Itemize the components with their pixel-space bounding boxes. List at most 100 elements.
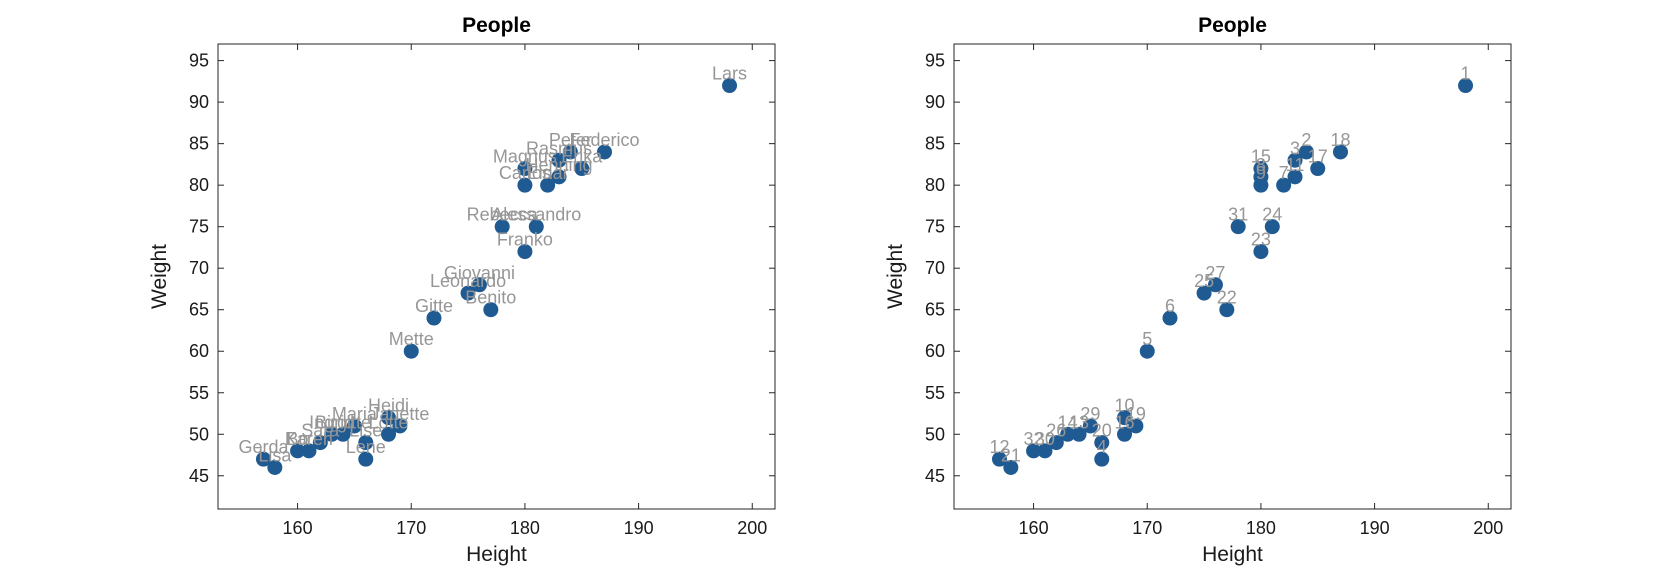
- right-x-tick-label: 200: [1473, 518, 1503, 538]
- left-data-point: [426, 310, 442, 326]
- right-data-point: [1253, 244, 1269, 260]
- right-data-point: [1207, 277, 1223, 293]
- left-y-tick-label: 70: [189, 258, 209, 278]
- left-data-point: [324, 426, 340, 442]
- left-point-label: Giovanni: [444, 263, 515, 283]
- left-data-point: [255, 451, 271, 467]
- left-data-point: [562, 144, 578, 160]
- left-point-label: Bo: [287, 429, 309, 449]
- left-y-tick-label: 95: [189, 51, 209, 71]
- left-y-tick-label: 45: [189, 466, 209, 486]
- right-point-label: 6: [1165, 296, 1175, 316]
- left-plot-area: [217, 43, 776, 510]
- right-y-tick-label: 50: [925, 424, 945, 444]
- right-point-label: 16: [1114, 412, 1134, 432]
- left-data-point: [540, 177, 556, 193]
- left-data-point: [551, 152, 567, 168]
- right-x-tick-label: 180: [1246, 518, 1276, 538]
- left-point-label: Rebecca: [467, 205, 539, 225]
- right-data-point: [991, 451, 1007, 467]
- right-data-point: [1037, 443, 1053, 459]
- left-data-point: [596, 144, 612, 160]
- right-point-label: 19: [1126, 404, 1146, 424]
- right-point-label: 26: [1046, 421, 1066, 441]
- left-x-axis-label: Height: [466, 543, 527, 566]
- right-point-label: 30: [1035, 429, 1055, 449]
- right-y-tick-label: 70: [925, 258, 945, 278]
- left-point-label: Carlos: [499, 163, 551, 183]
- right-data-point: [1264, 219, 1280, 235]
- right-x-tick-label: 160: [1019, 518, 1049, 538]
- left-data-point: [312, 435, 328, 451]
- right-y-tick-label: 45: [925, 466, 945, 486]
- left-data-point: [528, 219, 544, 235]
- right-point-label: 14: [1058, 412, 1078, 432]
- left-point-label: Benito: [465, 288, 516, 308]
- right-point-label: 9: [1256, 163, 1266, 183]
- left-point-label: Lotte: [368, 412, 408, 432]
- left-point-label: Karen: [285, 429, 333, 449]
- right-point-label: 2: [1301, 130, 1311, 150]
- right-point-label: 11: [1286, 155, 1305, 175]
- left-chart-title: People: [462, 14, 531, 37]
- left-x-tick-label: 180: [510, 518, 540, 538]
- right-point-label: 17: [1308, 147, 1328, 167]
- right-data-point: [1332, 144, 1348, 160]
- right-y-tick-label: 80: [925, 175, 945, 195]
- left-point-label: Gerda: [238, 437, 289, 457]
- left-point-label: Janette: [370, 404, 429, 424]
- right-data-point: [1117, 410, 1133, 426]
- right-y-tick-label: 60: [925, 341, 945, 361]
- right-y-tick-label: 95: [925, 51, 945, 71]
- right-data-point: [1128, 418, 1144, 434]
- right-data-point: [1094, 451, 1110, 467]
- right-plot-area: [953, 43, 1512, 510]
- right-point-label: 13: [1069, 412, 1089, 432]
- left-data-point: [403, 343, 419, 359]
- left-y-axis-label: Weight: [148, 244, 171, 309]
- right-y-tick-label: 65: [925, 300, 945, 320]
- right-data-point: [1310, 161, 1326, 177]
- left-data-point: [471, 277, 487, 293]
- right-point-label: 4: [1097, 437, 1107, 457]
- left-data-point: [381, 410, 397, 426]
- right-point-label: 12: [989, 437, 1009, 457]
- right-y-tick-label: 75: [925, 217, 945, 237]
- left-data-point: [392, 418, 408, 434]
- left-point-label: Lisa: [258, 445, 292, 465]
- right-data-point: [1026, 443, 1042, 459]
- right-point-label: 23: [1251, 230, 1271, 250]
- right-point-label: 20: [1092, 421, 1112, 441]
- right-data-point: [1458, 78, 1474, 94]
- left-point-label: Mette: [389, 329, 434, 349]
- left-data-point: [358, 451, 374, 467]
- left-data-point: [460, 285, 476, 301]
- left-point-label: Alessandro: [491, 205, 581, 225]
- left-data-point: [381, 426, 397, 442]
- left-point-label: Magnus: [493, 147, 557, 167]
- right-point-label: 32: [1024, 429, 1044, 449]
- right-point-label: 27: [1205, 263, 1225, 283]
- left-point-label: Peter: [549, 130, 592, 150]
- right-point-label: 18: [1330, 130, 1350, 150]
- left-point-label: Federico: [569, 130, 639, 150]
- left-point-label: Einar: [527, 163, 569, 183]
- left-data-point: [346, 418, 362, 434]
- left-data-point: [267, 459, 283, 475]
- right-chart-title: People: [1198, 14, 1267, 37]
- left-x-tick-label: 190: [624, 518, 654, 538]
- right-data-point: [1094, 435, 1110, 451]
- right-x-tick-label: 190: [1360, 518, 1390, 538]
- right-point-label: 10: [1114, 396, 1134, 416]
- right-point-label: 31: [1228, 205, 1248, 225]
- left-point-label: Lars: [712, 64, 747, 84]
- right-point-label: 15: [1251, 147, 1271, 167]
- left-data-point: [494, 219, 510, 235]
- left-point-label: Gitte: [415, 296, 453, 316]
- left-y-tick-label: 80: [189, 175, 209, 195]
- left-data-point: [517, 177, 533, 193]
- left-data-point: [301, 443, 317, 459]
- left-data-point: [483, 302, 499, 318]
- right-x-axis-label: Height: [1202, 543, 1263, 566]
- left-data-point: [551, 169, 567, 185]
